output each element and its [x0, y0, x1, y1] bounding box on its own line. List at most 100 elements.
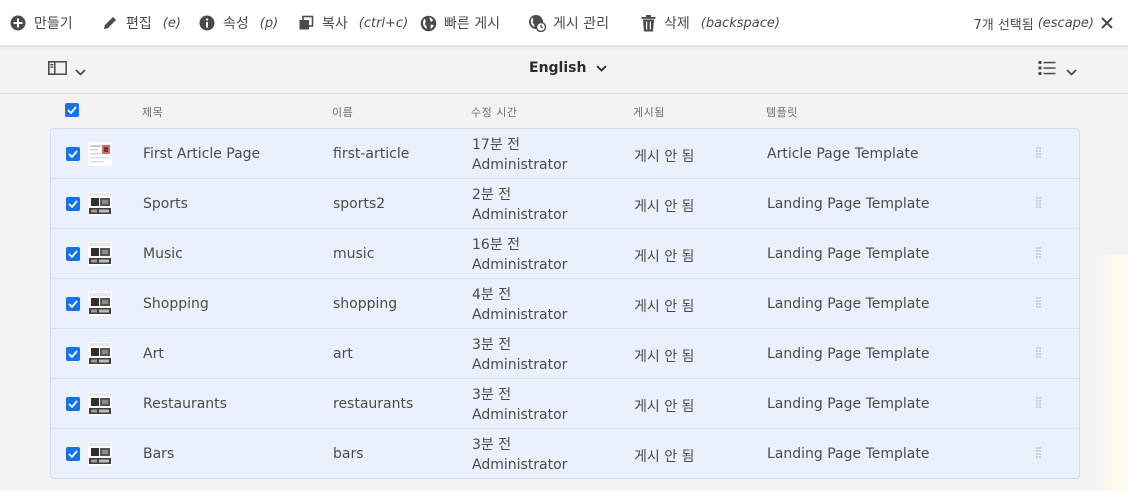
- list-view-icon: [1038, 60, 1056, 80]
- edit-label: 편집: [126, 16, 152, 32]
- page-thumbnail: [88, 242, 112, 266]
- row-modified-ago: 3분 전: [472, 387, 512, 403]
- row-template: Landing Page Template: [767, 196, 930, 212]
- row-modified-by: Administrator: [472, 457, 568, 473]
- selection-count: 7개 선택됨 (escape): [973, 0, 1094, 46]
- row-checkbox[interactable]: [66, 397, 80, 411]
- checkmark-icon: [68, 350, 78, 358]
- copy-shortcut-hint: (ctrl+c): [358, 15, 409, 31]
- page-thumbnail: [88, 292, 112, 316]
- row-checkbox[interactable]: [66, 447, 80, 461]
- properties-shortcut-hint: (p): [259, 15, 279, 31]
- drag-handle-icon[interactable]: [1035, 445, 1043, 461]
- column-header-modified[interactable]: 수정 시간: [471, 106, 518, 119]
- row-title[interactable]: Shopping: [143, 296, 209, 312]
- delete-button[interactable]: 삭제 (backspace): [639, 0, 780, 46]
- drag-handle-icon[interactable]: [1035, 295, 1043, 311]
- row-title[interactable]: Music: [143, 246, 183, 262]
- row-modified-by: Administrator: [472, 357, 568, 373]
- page-thumbnail: [88, 192, 112, 216]
- checkmark-icon: [68, 300, 78, 308]
- row-published-status: 게시 안 됨: [634, 199, 695, 215]
- view-switcher[interactable]: [1038, 60, 1077, 80]
- select-all-checkbox[interactable]: [65, 103, 79, 117]
- side-panel-icon: [48, 60, 67, 80]
- create-button[interactable]: 만들기: [9, 0, 73, 46]
- column-header-published[interactable]: 게시됨: [633, 106, 665, 119]
- row-modified-ago: 4분 전: [472, 287, 512, 303]
- table-row[interactable]: Bars bars 3분 전 Administrator 게시 안 됨 Landing P…: [51, 429, 1079, 478]
- close-selection-icon[interactable]: [1098, 14, 1116, 32]
- column-header-template[interactable]: 템플릿: [766, 106, 798, 119]
- action-bar: 만들기 편집 (e) 속성 (p) 복사 (ctrl+c) 빠른 게시 게시 관리: [0, 0, 1128, 46]
- row-published-status: 게시 안 됨: [634, 249, 695, 265]
- table-row[interactable]: Art art 3분 전 Administrator 게시 안 됨 Landing Pag…: [51, 329, 1079, 379]
- checkmark-icon: [67, 106, 77, 114]
- drag-handle-icon[interactable]: [1035, 145, 1043, 161]
- row-modified-ago: 16분 전: [472, 237, 521, 253]
- row-name: bars: [333, 446, 364, 462]
- row-name: art: [333, 346, 353, 362]
- row-title[interactable]: Art: [143, 346, 164, 362]
- properties-label: 속성: [223, 16, 249, 32]
- row-published-status: 게시 안 됨: [634, 149, 695, 165]
- quick-publish-button[interactable]: 빠른 게시: [419, 0, 500, 46]
- row-checkbox[interactable]: [66, 297, 80, 311]
- checkmark-icon: [68, 150, 78, 158]
- manage-publication-button[interactable]: 게시 관리: [528, 0, 609, 46]
- row-modified-by: Administrator: [472, 157, 568, 173]
- delete-label: 삭제: [664, 16, 690, 32]
- row-published-status: 게시 안 됨: [634, 349, 695, 365]
- row-checkbox[interactable]: [66, 247, 80, 261]
- row-modified-ago: 3분 전: [472, 437, 512, 453]
- row-checkbox[interactable]: [66, 147, 80, 161]
- row-published-status: 게시 안 됨: [634, 399, 695, 415]
- edit-shortcut-hint: (e): [162, 15, 181, 31]
- drag-handle-icon[interactable]: [1035, 395, 1043, 411]
- row-title[interactable]: Restaurants: [143, 396, 227, 412]
- row-modified-ago: 2분 전: [472, 187, 512, 203]
- row-template: Landing Page Template: [767, 346, 930, 362]
- row-modified: 4분 전 Administrator: [472, 285, 567, 325]
- row-modified-by: Administrator: [472, 207, 568, 223]
- drag-handle-icon[interactable]: [1035, 245, 1043, 261]
- rail-toggle-button[interactable]: [48, 60, 86, 80]
- table-row[interactable]: Restaurants restaurants 3분 전 Administrator 게…: [51, 379, 1079, 429]
- drag-handle-icon[interactable]: [1035, 195, 1043, 211]
- page-thumbnail: [88, 442, 112, 466]
- row-name: restaurants: [333, 396, 414, 412]
- copy-button[interactable]: 복사 (ctrl+c): [297, 0, 408, 46]
- edit-button[interactable]: 편집 (e): [101, 0, 181, 46]
- row-checkbox[interactable]: [66, 347, 80, 361]
- table-row[interactable]: Sports sports2 2분 전 Administrator 게시 안 됨 Land…: [51, 179, 1079, 229]
- language-switcher[interactable]: English: [529, 60, 608, 76]
- page-thumbnail: [88, 342, 112, 366]
- row-published-status: 게시 안 됨: [634, 299, 695, 315]
- edge-highlight: [1096, 255, 1128, 491]
- row-modified-by: Administrator: [472, 257, 568, 273]
- table-row[interactable]: Music music 16분 전 Administrator 게시 안 됨 Landin…: [51, 229, 1079, 279]
- row-modified: 2분 전 Administrator: [472, 185, 567, 225]
- row-checkbox[interactable]: [66, 197, 80, 211]
- copy-label: 복사: [322, 16, 348, 32]
- table-row[interactable]: Shopping shopping 4분 전 Administrator 게시 안 됨 L…: [51, 279, 1079, 329]
- table-row[interactable]: First Article Page first-article 17분 전 Admi…: [51, 129, 1079, 179]
- row-title[interactable]: Sports: [143, 196, 188, 212]
- row-modified-by: Administrator: [472, 307, 568, 323]
- row-title[interactable]: Bars: [143, 446, 175, 462]
- column-header-title[interactable]: 제목: [142, 106, 164, 119]
- checkmark-icon: [68, 250, 78, 258]
- drag-handle-icon[interactable]: [1035, 345, 1043, 361]
- row-title[interactable]: First Article Page: [143, 146, 261, 162]
- row-modified-by: Administrator: [472, 407, 568, 423]
- info-icon: [198, 14, 216, 32]
- row-modified: 16분 전 Administrator: [472, 235, 567, 275]
- globe-icon: [419, 14, 437, 32]
- properties-button[interactable]: 속성 (p): [198, 0, 278, 46]
- row-template: Landing Page Template: [767, 446, 930, 462]
- column-header-name[interactable]: 이름: [332, 106, 354, 119]
- delete-shortcut-hint: (backspace): [700, 15, 780, 31]
- page-thumbnail: [88, 142, 112, 166]
- row-modified: 3분 전 Administrator: [472, 385, 567, 425]
- selection-escape-hint: (escape): [1037, 15, 1094, 31]
